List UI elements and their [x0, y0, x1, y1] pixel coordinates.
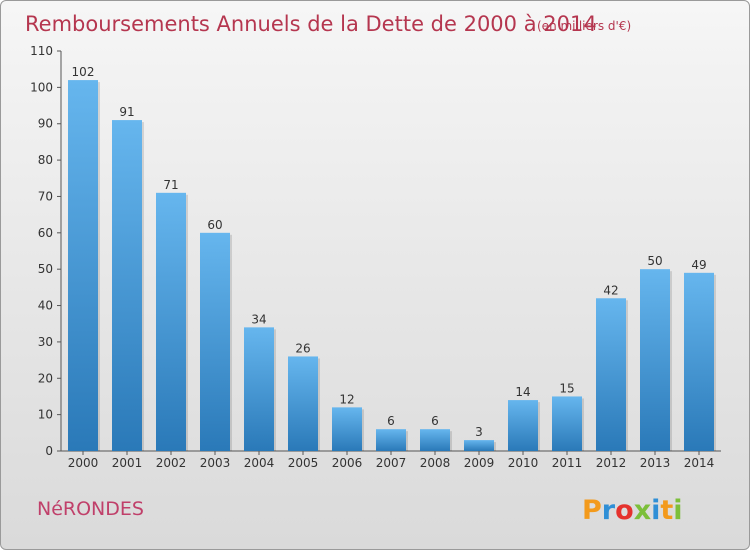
y-tick-label: 100 [30, 80, 53, 94]
bar [288, 356, 318, 451]
bar [552, 396, 582, 451]
bar-value-label: 102 [72, 65, 95, 79]
logo-text: Proxiti [582, 495, 683, 526]
bar-value-label: 60 [207, 218, 222, 232]
x-tick-label: 2013 [640, 456, 671, 470]
logo-letter: i [651, 495, 660, 526]
x-tick-label: 2005 [288, 456, 319, 470]
chart-title: Remboursements Annuels de la Dette de 20… [25, 12, 597, 36]
bar-value-label: 15 [559, 381, 574, 395]
y-tick-label: 20 [38, 371, 53, 385]
bar [684, 272, 714, 451]
y-tick-label: 40 [38, 299, 53, 313]
bar-value-label: 42 [603, 283, 618, 297]
bar [464, 440, 494, 451]
x-tick-label: 2001 [112, 456, 143, 470]
bar [200, 232, 230, 451]
bar [156, 192, 186, 451]
commune-name: NéRONDES [37, 498, 144, 520]
x-tick-label: 2000 [68, 456, 99, 470]
x-tick-label: 2003 [200, 456, 231, 470]
bar-value-label: 6 [431, 414, 439, 428]
y-tick-label: 30 [38, 335, 53, 349]
logo-letter: r [602, 495, 616, 526]
x-tick-labels: 2000 2001 2002 2003 2004 2005 2006 2007 2008 2009… [68, 451, 715, 470]
x-tick-label: 2011 [552, 456, 583, 470]
y-tick-label: 0 [45, 444, 53, 458]
x-tick-label: 2002 [156, 456, 187, 470]
y-tick-label: 10 [38, 408, 53, 422]
chart-subtitle: (en milliers d'€) [537, 19, 631, 33]
bar-value-label: 34 [251, 312, 266, 326]
logo-letter: t [660, 495, 673, 526]
logo-letter: i [673, 495, 682, 526]
x-tick-label: 2010 [508, 456, 539, 470]
x-tick-label: 2008 [420, 456, 451, 470]
bar [640, 269, 670, 451]
bars: 102 91 71 60 34 26 12 6 6 3 14 15 42 50 49 [68, 65, 716, 451]
bar-value-label: 49 [691, 258, 706, 272]
bar [68, 80, 98, 451]
logo-letter: o [615, 495, 634, 526]
x-tick-label: 2014 [684, 456, 715, 470]
bar [420, 429, 450, 451]
y-tick-label: 80 [38, 153, 53, 167]
bar [376, 429, 406, 451]
x-tick-label: 2009 [464, 456, 495, 470]
proxiti-logo: Proxiti [582, 495, 683, 526]
bar-value-label: 14 [515, 385, 530, 399]
bar-value-label: 71 [163, 178, 178, 192]
y-tick-label: 90 [38, 117, 53, 131]
x-tick-label: 2006 [332, 456, 363, 470]
bar-value-label: 50 [647, 254, 662, 268]
x-tick-label: 2007 [376, 456, 407, 470]
logo-letter: x [634, 495, 651, 526]
bar-value-label: 6 [387, 414, 395, 428]
bar-value-label: 12 [339, 392, 354, 406]
bar [508, 400, 538, 451]
bar [244, 327, 274, 451]
bar [112, 120, 142, 451]
logo-letter: P [582, 495, 602, 526]
bar [332, 407, 362, 451]
bar [596, 298, 626, 451]
y-tick-label: 60 [38, 226, 53, 240]
bar-value-label: 26 [295, 341, 310, 355]
bar-value-label: 3 [475, 425, 483, 439]
x-tick-label: 2012 [596, 456, 627, 470]
y-tick-label: 70 [38, 189, 53, 203]
y-tick-label: 50 [38, 262, 53, 276]
y-tick-label: 110 [30, 44, 53, 58]
bar-value-label: 91 [119, 105, 134, 119]
x-tick-label: 2004 [244, 456, 275, 470]
